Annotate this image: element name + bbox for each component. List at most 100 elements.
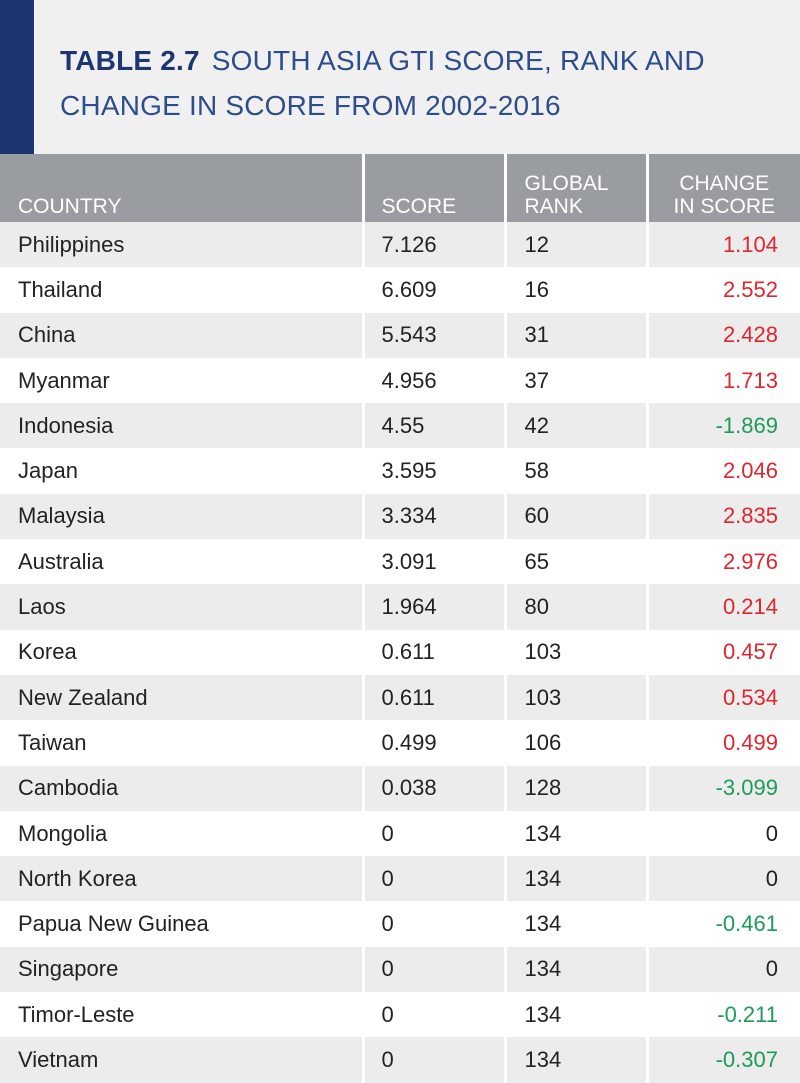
- table-row: Japan 3.595 58 2.046: [0, 448, 800, 494]
- country-cell: Mongolia: [0, 810, 365, 857]
- score-cell: 0: [363, 901, 507, 947]
- change-cell: 0.499: [647, 720, 800, 766]
- score-cell: 0.611: [363, 629, 507, 675]
- country-cell: Philippines: [0, 222, 365, 268]
- column-header-score: SCORE: [363, 154, 507, 222]
- country-cell: Singapore: [0, 946, 365, 993]
- table-row: New Zealand 0.611 103 0.534: [0, 674, 800, 721]
- rank-cell: 58: [505, 448, 649, 494]
- country-cell: North Korea: [0, 856, 365, 902]
- country-cell: Vietnam: [0, 1037, 365, 1083]
- rank-cell: 31: [505, 312, 649, 358]
- column-header-change-line1: CHANGE: [679, 172, 770, 195]
- score-cell: 0: [363, 946, 507, 993]
- score-cell: 0.611: [363, 674, 507, 721]
- table-row: Cambodia 0.038 128 -3.099: [0, 765, 800, 811]
- rank-cell: 80: [505, 584, 649, 630]
- score-cell: 3.595: [363, 448, 507, 494]
- column-header-rank-line1: GLOBAL: [524, 172, 609, 195]
- column-header-row: COUNTRY SCORE GLOBAL RANK CHANGE IN SCORE: [0, 154, 800, 222]
- change-cell: 2.046: [647, 448, 800, 494]
- score-cell: 0: [363, 856, 507, 902]
- rank-cell: 106: [505, 720, 649, 766]
- country-cell: Malaysia: [0, 493, 365, 540]
- rank-cell: 12: [505, 222, 649, 268]
- country-cell: Taiwan: [0, 720, 365, 766]
- rank-cell: 42: [505, 403, 649, 449]
- score-cell: 0: [363, 810, 507, 857]
- table-row: North Korea 0 134 0: [0, 856, 800, 902]
- country-cell: Indonesia: [0, 403, 365, 449]
- change-cell: 0.534: [647, 674, 800, 721]
- table-row: Mongolia 0 134 0: [0, 810, 800, 857]
- table-row: Papua New Guinea 0 134 -0.461: [0, 901, 800, 947]
- table-body: Philippines 7.126 12 1.104 Thailand 6.609 16 2.…: [0, 222, 800, 1083]
- change-cell: 2.552: [647, 267, 800, 313]
- rank-cell: 128: [505, 765, 649, 811]
- rank-cell: 103: [505, 629, 649, 675]
- change-cell: -3.099: [647, 765, 800, 811]
- country-cell: Myanmar: [0, 357, 365, 404]
- column-header-change-line2: IN SCORE: [673, 195, 775, 218]
- score-cell: 1.964: [363, 584, 507, 630]
- table-title-text: SOUTH ASIA GTI SCORE, RANK AND CHANGE IN…: [60, 45, 705, 121]
- country-cell: Thailand: [0, 267, 365, 313]
- change-cell: -0.211: [647, 992, 800, 1038]
- score-cell: 5.543: [363, 312, 507, 358]
- country-cell: China: [0, 312, 365, 358]
- change-cell: 0: [647, 856, 800, 902]
- country-cell: New Zealand: [0, 674, 365, 721]
- table-row: Indonesia 4.55 42 -1.869: [0, 403, 800, 449]
- country-cell: Laos: [0, 584, 365, 630]
- country-cell: Korea: [0, 629, 365, 675]
- table-row: Vietnam 0 134 -0.307: [0, 1037, 800, 1083]
- rank-cell: 103: [505, 674, 649, 721]
- table-row: Myanmar 4.956 37 1.713: [0, 357, 800, 404]
- change-cell: 1.104: [647, 222, 800, 268]
- table-row: Malaysia 3.334 60 2.835: [0, 493, 800, 540]
- column-header-change: CHANGE IN SCORE: [647, 154, 800, 222]
- accent-bar: [0, 0, 34, 154]
- score-cell: 0.038: [363, 765, 507, 811]
- score-cell: 0.499: [363, 720, 507, 766]
- rank-cell: 134: [505, 810, 649, 857]
- rank-cell: 37: [505, 357, 649, 404]
- rank-cell: 134: [505, 901, 649, 947]
- score-cell: 0: [363, 992, 507, 1038]
- score-cell: 3.334: [363, 493, 507, 540]
- score-cell: 4.956: [363, 357, 507, 404]
- column-header-country: COUNTRY: [0, 154, 365, 222]
- table-row: Singapore 0 134 0: [0, 946, 800, 993]
- change-cell: 0.457: [647, 629, 800, 675]
- change-cell: -1.869: [647, 403, 800, 449]
- table-row: Australia 3.091 65 2.976: [0, 539, 800, 585]
- change-cell: 2.976: [647, 539, 800, 585]
- rank-cell: 134: [505, 1037, 649, 1083]
- gti-table: COUNTRY SCORE GLOBAL RANK CHANGE IN SCORE …: [0, 154, 800, 1083]
- table-header-panel: TABLE 2.7 SOUTH ASIA GTI SCORE, RANK AND …: [0, 0, 800, 154]
- score-cell: 4.55: [363, 403, 507, 449]
- score-cell: 0: [363, 1037, 507, 1083]
- change-cell: 0.214: [647, 584, 800, 630]
- change-cell: -0.461: [647, 901, 800, 947]
- country-cell: Timor-Leste: [0, 992, 365, 1038]
- country-cell: Cambodia: [0, 765, 365, 811]
- rank-cell: 16: [505, 267, 649, 313]
- table-row: Laos 1.964 80 0.214: [0, 584, 800, 630]
- table-row: Philippines 7.126 12 1.104: [0, 222, 800, 268]
- table-row: Timor-Leste 0 134 -0.211: [0, 992, 800, 1038]
- change-cell: 0: [647, 946, 800, 993]
- rank-cell: 65: [505, 539, 649, 585]
- column-header-rank: GLOBAL RANK: [505, 154, 649, 222]
- table-row: Thailand 6.609 16 2.552: [0, 267, 800, 313]
- score-cell: 3.091: [363, 539, 507, 585]
- table-title: TABLE 2.7 SOUTH ASIA GTI SCORE, RANK AND …: [60, 38, 780, 128]
- change-cell: 2.428: [647, 312, 800, 358]
- rank-cell: 60: [505, 493, 649, 540]
- rank-cell: 134: [505, 946, 649, 993]
- score-cell: 6.609: [363, 267, 507, 313]
- score-cell: 7.126: [363, 222, 507, 268]
- table-row: China 5.543 31 2.428: [0, 312, 800, 358]
- change-cell: 2.835: [647, 493, 800, 540]
- change-cell: -0.307: [647, 1037, 800, 1083]
